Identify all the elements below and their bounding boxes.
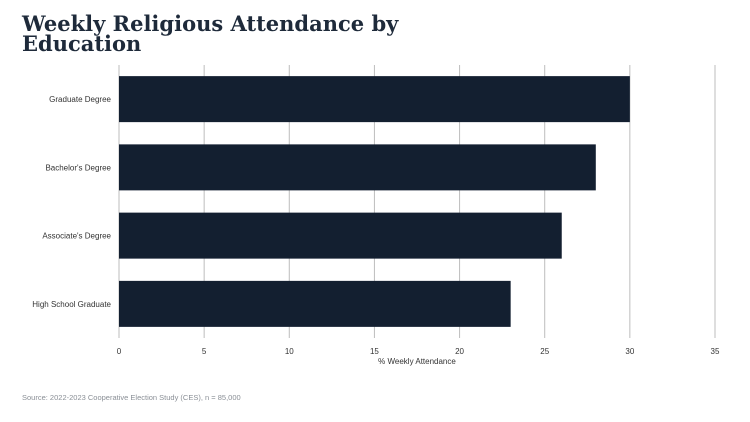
bar-graduate-degree (119, 76, 630, 123)
bar-high-school-graduate (119, 280, 511, 327)
category-label: Graduate Degree (49, 95, 111, 104)
category-label: High School Graduate (32, 300, 111, 309)
x-tick-label: 15 (370, 347, 379, 356)
category-label: Bachelor's Degree (45, 163, 111, 172)
category-label: Associate's Degree (42, 232, 111, 241)
x-tick-label: 10 (285, 347, 294, 356)
bar-associate-s-degree (119, 212, 562, 259)
x-tick-labels: 0 5 10 15 20 25 30 35 (117, 347, 720, 356)
x-tick-label: 20 (455, 347, 464, 356)
bars (119, 76, 630, 327)
x-tick-label: 35 (711, 347, 720, 356)
x-tick-label: 0 (117, 347, 122, 356)
x-tick-label: 25 (540, 347, 549, 356)
source-note: Source: 2022-2023 Cooperative Election S… (22, 393, 241, 402)
category-labels: Graduate Degree Bachelor's Degree Associat… (32, 95, 111, 309)
x-axis-label: % Weekly Attendance (378, 357, 456, 366)
x-tick-label: 30 (625, 347, 634, 356)
chart-title: Weekly Religious Attendance by Education (22, 11, 399, 56)
bar-bachelor-s-degree (119, 144, 596, 191)
x-tick-label: 5 (202, 347, 207, 356)
